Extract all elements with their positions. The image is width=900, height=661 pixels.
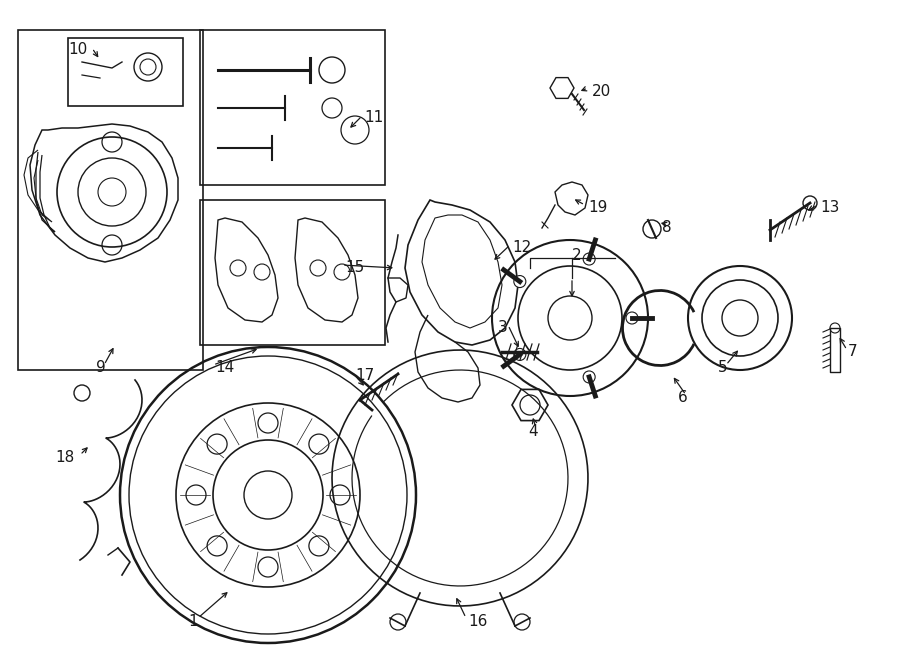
Bar (18, 30, 203, 370)
Bar (200, 200, 385, 345)
Text: 17: 17 (355, 368, 374, 383)
Text: 3: 3 (498, 321, 508, 336)
Circle shape (583, 371, 595, 383)
Circle shape (514, 276, 526, 288)
Circle shape (626, 312, 638, 324)
Text: 5: 5 (718, 360, 727, 375)
Text: 7: 7 (848, 344, 858, 360)
Text: 4: 4 (528, 424, 537, 440)
Text: 14: 14 (215, 360, 234, 375)
Bar (200, 30, 385, 185)
Text: 15: 15 (345, 260, 364, 276)
Bar (68, 38, 183, 106)
Text: 10: 10 (68, 42, 87, 58)
Text: 8: 8 (662, 221, 671, 235)
Text: 6: 6 (678, 391, 688, 405)
Text: 13: 13 (820, 200, 840, 215)
Text: 18: 18 (55, 451, 74, 465)
Text: 11: 11 (364, 110, 383, 126)
Text: 16: 16 (468, 615, 488, 629)
Text: 2: 2 (572, 247, 581, 262)
Text: 1: 1 (188, 615, 198, 629)
Circle shape (583, 253, 595, 265)
Text: 20: 20 (592, 85, 611, 100)
Text: 9: 9 (96, 360, 106, 375)
Text: 12: 12 (512, 241, 531, 256)
Circle shape (514, 348, 526, 360)
Text: 19: 19 (588, 200, 608, 215)
